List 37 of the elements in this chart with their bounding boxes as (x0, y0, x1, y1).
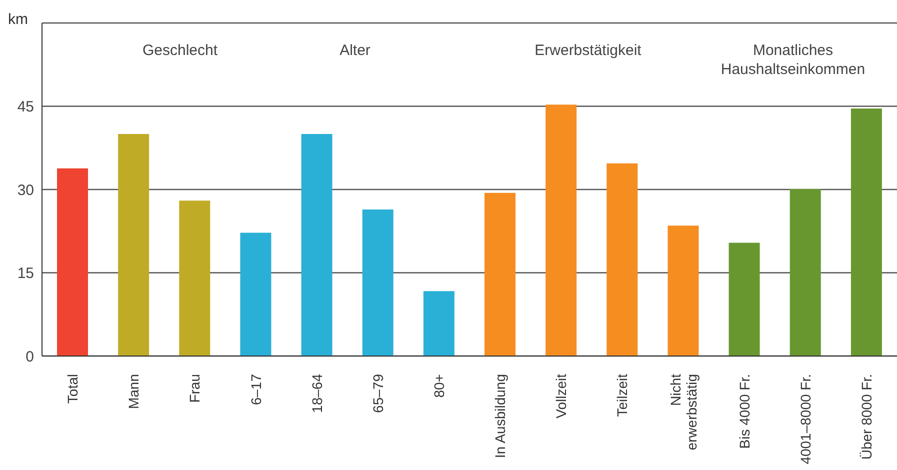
x-tick-label: 4001–8000 Fr. (797, 374, 814, 464)
bar (606, 163, 638, 356)
bar (668, 226, 699, 356)
x-tick-label: 6–17 (248, 374, 264, 406)
annotation: Alter (338, 41, 372, 60)
x-tick-label: Teilzeit (614, 374, 630, 417)
annotation: Monatliches Haushaltseinkommen (720, 41, 866, 79)
bar (850, 108, 882, 356)
annotation: Geschlecht (141, 41, 219, 60)
bar (423, 291, 454, 356)
bar (484, 192, 516, 356)
y-tick-label: 15 (17, 265, 34, 282)
y-axis-title: km (8, 11, 28, 28)
x-tick-label: Über 8000 Fr. (858, 374, 874, 460)
bar (57, 168, 88, 356)
x-tick-label: 65–79 (370, 374, 386, 413)
x-tick-label: Frau (186, 374, 203, 403)
bar (301, 134, 332, 356)
x-tick-label: Nicht erwerbstätig (667, 374, 700, 450)
x-tick-label: Mann (126, 374, 142, 410)
y-tick-label: 30 (17, 182, 34, 199)
bar (240, 232, 272, 356)
x-tick-label: Total (64, 374, 81, 404)
x-tick-label: In Ausbildung (492, 374, 508, 458)
x-tick-label: 80+ (430, 374, 447, 398)
bar (179, 200, 210, 356)
x-tick-label: 18–64 (308, 374, 325, 413)
y-tick-label: 0 (26, 348, 34, 366)
x-tick-label: Vollzeit (553, 374, 570, 418)
annotation: Erwerbstätigkeit (534, 41, 642, 60)
bar (728, 242, 760, 356)
bar (790, 188, 821, 356)
y-tick-label: 45 (17, 98, 34, 116)
bar (118, 134, 150, 356)
bar (546, 104, 577, 356)
x-tick-label: Bis 4000 Fr. (736, 374, 752, 449)
bar (362, 209, 394, 356)
